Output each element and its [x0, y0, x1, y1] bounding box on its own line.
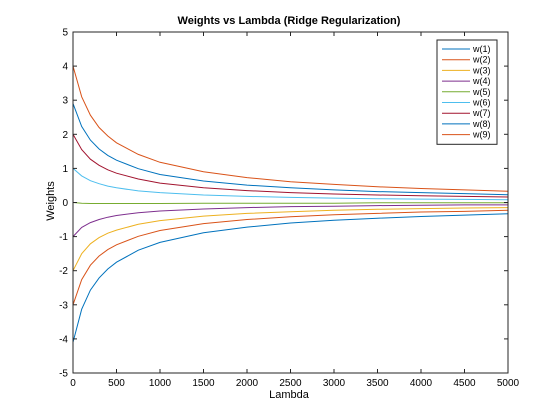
legend-label-w9: w(9) — [472, 130, 491, 140]
y-tick-label: -3 — [59, 300, 68, 311]
y-tick-label: -5 — [59, 369, 68, 380]
legend: w(1)w(2)w(3)w(4)w(5)w(6)w(7)w(8)w(9) — [436, 39, 498, 145]
x-tick-label: 4500 — [453, 378, 476, 389]
y-tick-label: -2 — [59, 266, 68, 277]
y-tick-label: -4 — [59, 334, 68, 345]
series-line-w4 — [72, 204, 508, 237]
series-line-w6 — [72, 168, 509, 201]
series-line-w8 — [72, 103, 509, 196]
x-axis-label: Lambda — [269, 389, 310, 401]
series-line-w2 — [72, 209, 509, 305]
plot-area: 0 500 1000 1500 2000 2500 3000 3500 4000 4500 5000… — [59, 28, 519, 390]
series-line-w5 — [72, 202, 508, 204]
y-tick-label: 5 — [62, 28, 68, 39]
x-tick-label: 5000 — [497, 378, 520, 389]
series-line-w7 — [72, 134, 509, 198]
legend-label-w1: w(1) — [472, 44, 491, 54]
x-tick-label: 0 — [70, 378, 76, 389]
x-tick-label: 4000 — [410, 378, 433, 389]
legend-label-w5: w(5) — [472, 87, 491, 97]
x-tick-label: 2500 — [279, 378, 302, 389]
legend-label-w4: w(4) — [472, 76, 491, 86]
series-line-w3 — [72, 207, 509, 271]
y-axis-label: Weights — [45, 181, 57, 221]
legend-label-w7: w(7) — [472, 108, 491, 118]
y-tick-label: 3 — [62, 96, 68, 107]
x-tick-label: 1500 — [192, 378, 215, 389]
x-tick-label: 2000 — [236, 378, 259, 389]
series-line-w1 — [72, 213, 509, 343]
legend-label-w8: w(8) — [472, 119, 491, 129]
y-tick-label: 2 — [62, 130, 68, 141]
y-tick-label: 4 — [62, 62, 68, 73]
legend-label-w3: w(3) — [472, 65, 491, 75]
y-tick-label: -1 — [59, 232, 68, 243]
x-tick-label: 1000 — [149, 378, 172, 389]
legend-label-w2: w(2) — [472, 55, 491, 65]
x-tick-label: 3500 — [366, 378, 389, 389]
chart-title: Weights vs Lambda (Ridge Regularization) — [178, 15, 401, 27]
x-tick-label: 500 — [108, 378, 125, 389]
y-tick-label: 1 — [62, 164, 68, 175]
y-tick-label: 0 — [62, 198, 68, 209]
series-line-w9 — [72, 65, 509, 192]
x-tick-label: 3000 — [323, 378, 346, 389]
legend-label-w6: w(6) — [472, 98, 491, 108]
